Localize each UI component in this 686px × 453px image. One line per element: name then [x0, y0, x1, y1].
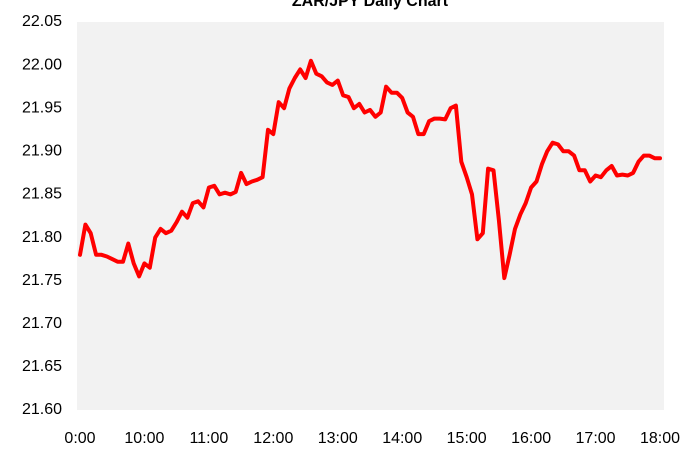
plot-area — [77, 22, 664, 410]
y-tick-label: 22.00 — [22, 56, 62, 73]
y-tick-label: 21.70 — [22, 315, 62, 332]
x-tick-label: 11:00 — [189, 430, 228, 447]
x-tick-label: 12:00 — [253, 430, 293, 447]
y-tick-label: 21.80 — [22, 229, 62, 246]
x-tick-label: 15:00 — [447, 430, 487, 447]
y-tick-label: 21.85 — [22, 186, 62, 203]
x-tick-label: 0:00 — [64, 430, 95, 447]
chart-title: ZAR/JPY Daily Chart — [292, 0, 449, 10]
x-tick-label: 16:00 — [511, 430, 551, 447]
x-tick-label: 14:00 — [382, 430, 422, 447]
y-tick-label: 21.90 — [22, 143, 62, 160]
y-tick-label: 21.75 — [22, 272, 62, 289]
price-line — [78, 58, 662, 281]
y-tick-label: 21.95 — [22, 99, 62, 116]
y-tick-label: 21.65 — [22, 358, 62, 375]
x-tick-label: 10:00 — [124, 430, 164, 447]
x-tick-label: 13:00 — [318, 430, 358, 447]
y-tick-label: 22.05 — [22, 13, 62, 30]
x-tick-label: 18:00 — [640, 430, 680, 447]
x-tick-label: 17:00 — [576, 430, 616, 447]
y-tick-label: 21.60 — [22, 401, 62, 418]
